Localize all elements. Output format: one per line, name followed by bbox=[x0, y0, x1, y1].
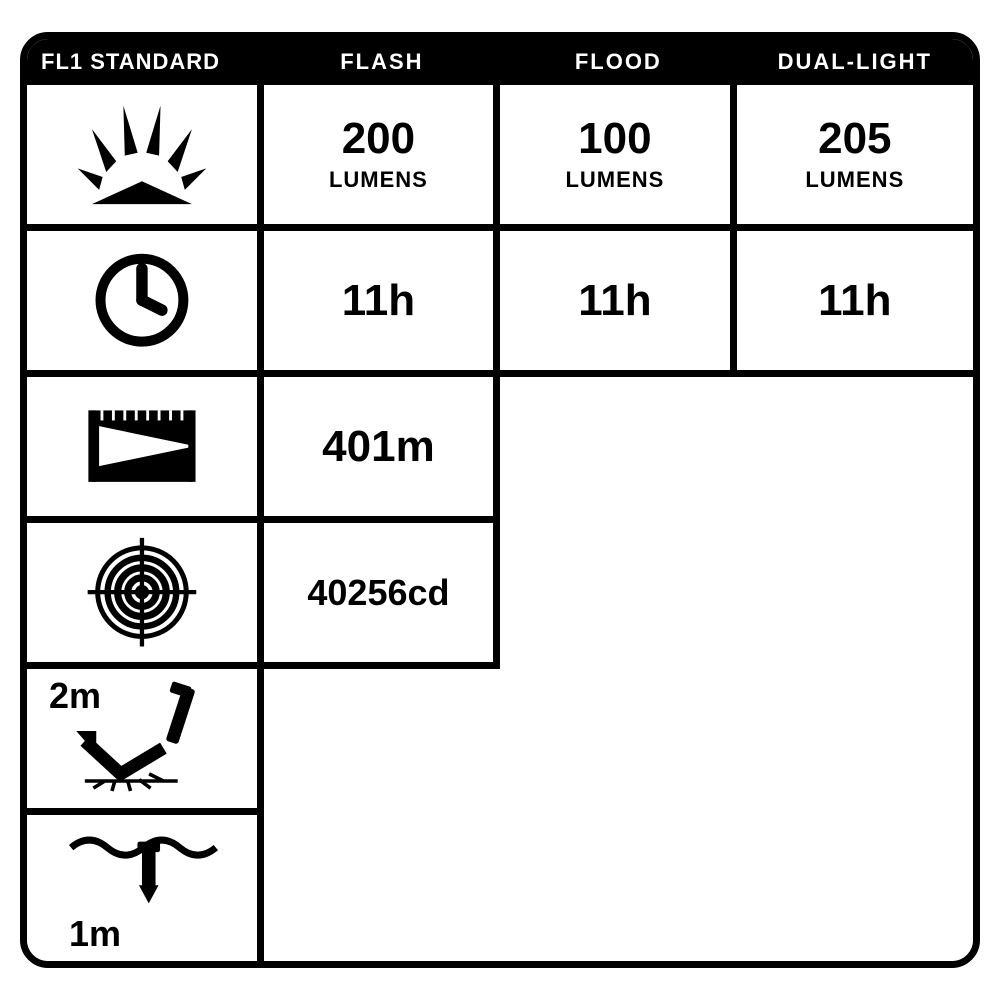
header-dual-light: DUAL-LIGHT bbox=[737, 49, 973, 75]
flash-beam-distance: 401m bbox=[264, 377, 501, 523]
row-water-resistance: 1m bbox=[27, 815, 973, 961]
flash-runtime: 11h bbox=[264, 231, 500, 377]
row-light-output: 200 LUMENS 100 LUMENS 205 LUMENS bbox=[27, 85, 973, 231]
dual-runtime-value: 11h bbox=[818, 276, 891, 326]
flash-peak-intensity: 40256cd bbox=[264, 523, 501, 669]
beam-distance-icon bbox=[27, 377, 264, 523]
flash-peak-intensity-value: 40256cd bbox=[307, 572, 449, 614]
flash-lumens-unit: LUMENS bbox=[329, 167, 428, 193]
header-flash: FLASH bbox=[264, 49, 500, 75]
impact-resistance-icon: 2m bbox=[27, 669, 264, 815]
dual-runtime: 11h bbox=[737, 231, 973, 377]
flash-lumens-value: 200 bbox=[342, 117, 415, 161]
flash-lumens: 200 LUMENS bbox=[264, 85, 500, 231]
dual-lumens: 205 LUMENS bbox=[737, 85, 973, 231]
row-impact-resistance: 2m bbox=[27, 669, 973, 815]
flood-lumens-value: 100 bbox=[578, 117, 651, 161]
peak-intensity-icon bbox=[27, 523, 264, 669]
row-peak-intensity: 40256cd bbox=[27, 523, 973, 669]
dual-lumens-unit: LUMENS bbox=[805, 167, 904, 193]
impact-label: 2m bbox=[49, 675, 101, 717]
header-flood: FLOOD bbox=[500, 49, 736, 75]
flood-lumens: 100 LUMENS bbox=[500, 85, 736, 231]
water-resistance-icon: 1m bbox=[27, 815, 264, 961]
runtime-icon bbox=[27, 231, 264, 377]
flash-beam-distance-value: 401m bbox=[322, 422, 435, 472]
fl1-standard-table: FL1 STANDARD FLASH FLOOD DUAL-LIGHT bbox=[20, 32, 980, 968]
flash-runtime-value: 11h bbox=[342, 276, 415, 326]
water-label: 1m bbox=[69, 913, 121, 955]
row-beam-distance: 401m bbox=[27, 377, 973, 523]
header-fl1: FL1 STANDARD bbox=[27, 49, 264, 75]
dual-lumens-value: 205 bbox=[818, 117, 891, 161]
flood-runtime: 11h bbox=[500, 231, 736, 377]
row-runtime: 11h 11h 11h bbox=[27, 231, 973, 377]
flood-lumens-unit: LUMENS bbox=[565, 167, 664, 193]
light-output-icon bbox=[27, 85, 264, 231]
flood-runtime-value: 11h bbox=[578, 276, 651, 326]
table-body: 200 LUMENS 100 LUMENS 205 LUMENS bbox=[27, 85, 973, 961]
header-row: FL1 STANDARD FLASH FLOOD DUAL-LIGHT bbox=[27, 39, 973, 85]
